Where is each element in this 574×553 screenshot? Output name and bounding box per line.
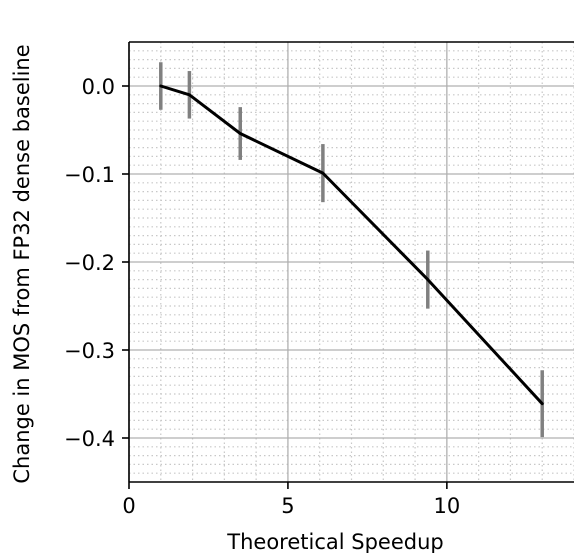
- y-tick-label: −0.3: [64, 339, 115, 363]
- series-line: [159, 84, 544, 406]
- y-tick-label: −0.1: [64, 163, 115, 187]
- x-tick-label: 5: [281, 494, 294, 518]
- x-tick-label: 0: [122, 494, 135, 518]
- minor-grid: [129, 42, 574, 482]
- y-axis-label: Change in MOS from FP32 dense baseline: [10, 44, 34, 483]
- x-axis-label: Theoretical Speedup: [226, 530, 443, 553]
- y-tick-label: 0.0: [82, 75, 115, 99]
- x-axis: 0 5 10: [122, 482, 460, 518]
- series-line-group: [159, 84, 544, 406]
- y-tick-label: −0.2: [64, 251, 115, 275]
- x-tick-label: 10: [433, 494, 460, 518]
- y-axis: 0.0 −0.1 −0.2 −0.3 −0.4: [64, 75, 129, 451]
- y-tick-label: −0.4: [64, 427, 115, 451]
